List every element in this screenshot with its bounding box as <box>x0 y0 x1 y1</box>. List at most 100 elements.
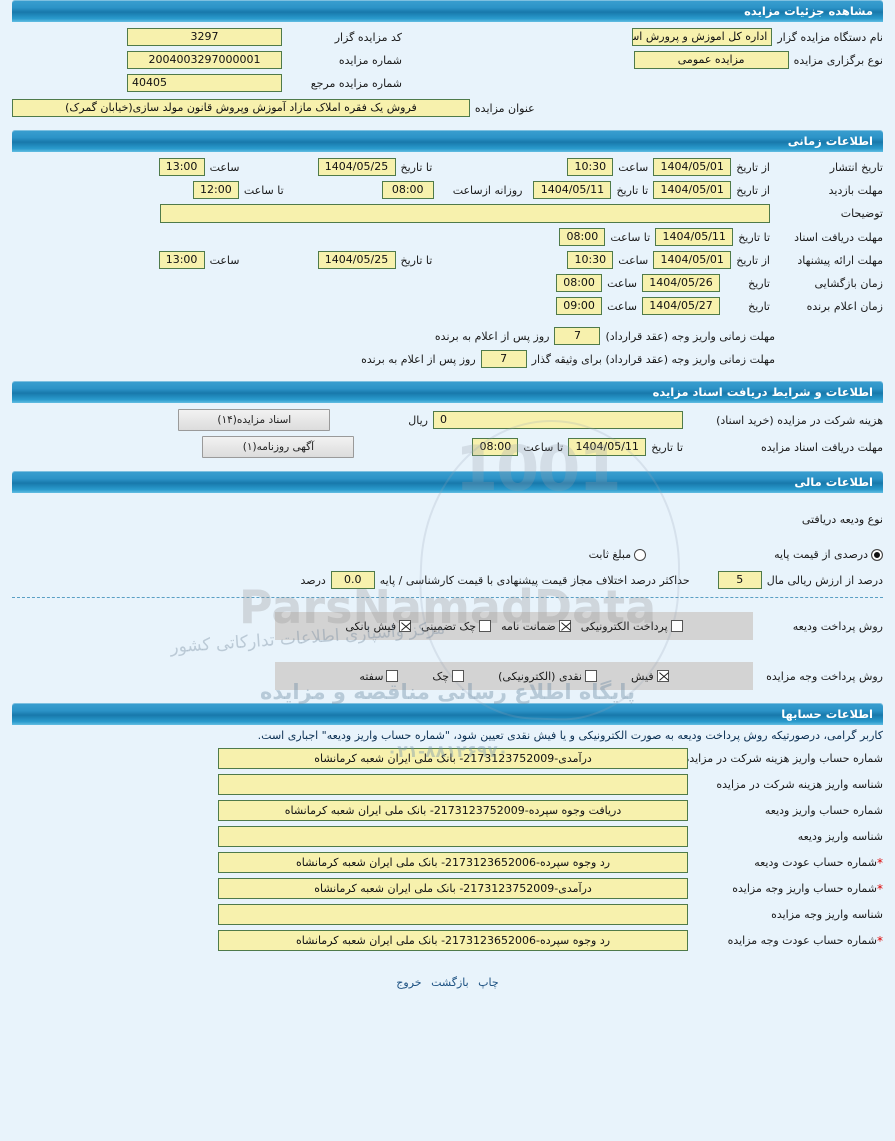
row-auctioneer-code: کد مزایده گزار 3297 <box>12 28 402 46</box>
checkbox-payment-check-icon[interactable] <box>452 670 465 682</box>
label-account-2: شماره حساب واریز ودیعه <box>764 804 883 817</box>
checkbox-deposit-electronic[interactable]: پرداخت الکترونیکی <box>581 620 683 633</box>
label-deposit-guaranteed-check: چک تضمینی <box>421 619 477 633</box>
label-auction-number: شماره مزایده <box>338 53 402 67</box>
radio-fixed-amount[interactable]: مبلغ ثابت <box>589 548 647 561</box>
row-auction-type: نوع برگزاری مزایده مزایده عمومی <box>453 51 883 69</box>
print-link[interactable]: چاپ <box>478 976 499 989</box>
section-header-financial: اطلاعات مالی <box>12 471 883 493</box>
exit-link[interactable]: خروج <box>396 976 422 989</box>
label-publish-date: تاریخ انتشار <box>829 160 883 174</box>
label-opening-time: زمان بازگشایی <box>814 276 884 290</box>
row-docs-receipt-deadline: مهلت دریافت اسناد مزایده تا تاریخ 1404/0… <box>12 436 883 458</box>
value-winner-date: 1404/05/27 <box>642 297 720 315</box>
checkbox-deposit-guaranteed-check-icon[interactable] <box>479 620 492 632</box>
label-docs-receipt-time: تا ساعت <box>523 440 564 454</box>
radio-fixed-amount-icon[interactable] <box>634 548 647 561</box>
row-reference-number: شماره مزایده مرجع 40405 <box>12 74 402 92</box>
value-publish-from-date: 1404/05/01 <box>653 158 732 176</box>
checkbox-payment-promissory-icon[interactable] <box>386 670 399 682</box>
newspaper-ad-button[interactable]: آگهی روزنامه(۱) <box>202 436 355 458</box>
label-deposit-method: روش پرداخت ودیعه <box>792 619 883 633</box>
value-visit-to-time: 12:00 <box>192 181 239 199</box>
label-docs-receipt-to: تا تاریخ <box>651 440 683 454</box>
row-participation-fee: هزینه شرکت در مزایده (خرید اسناد) 0 ریال… <box>12 409 883 431</box>
checkbox-deposit-guaranteed-check[interactable]: چک تضمینی <box>421 619 492 633</box>
label-publish-to-time: ساعت <box>209 160 240 174</box>
table-row: شماره حساب عودت ودیعه رد وجوه سپرده-2173… <box>12 852 883 873</box>
label-auction-type: نوع برگزاری مزایده <box>793 53 883 67</box>
label-offer-to: تا تاریخ <box>400 253 433 267</box>
value-publish-to-time: 13:00 <box>158 158 205 176</box>
value-payment-days-2: 7 <box>480 350 527 368</box>
value-visit-to-date: 1404/05/11 <box>533 181 612 199</box>
value-opening-hour: 08:00 <box>556 274 603 292</box>
checkbox-deposit-bank-receipt-icon[interactable] <box>399 620 412 632</box>
value-visit-daily-from: 08:00 <box>381 181 434 199</box>
label-publish-from: از تاریخ <box>736 160 770 174</box>
checkbox-payment-cash-icon[interactable] <box>584 670 597 682</box>
table-row: شناسه واریز وجه مزایده <box>12 904 883 925</box>
label-notes: توضیحات <box>840 207 883 220</box>
label-account-7: شماره حساب عودت وجه مزایده <box>693 934 883 948</box>
value-publish-to-date: 1404/05/25 <box>317 158 396 176</box>
label-percent-of-base: درصدی از قیمت پایه <box>774 548 868 561</box>
label-docs-deadline: مهلت دریافت اسناد <box>794 230 883 244</box>
section-body-details: نام دستگاه مزایده گزار اداره کل اموزش و … <box>0 22 895 130</box>
label-docs-to: تا تاریخ <box>738 230 770 244</box>
section-header-details: مشاهده جزئیات مزایده <box>12 0 883 22</box>
label-account-4: شماره حساب عودت ودیعه <box>693 856 883 870</box>
divider-dotted <box>12 597 883 598</box>
checkbox-deposit-guarantee[interactable]: ضمانت نامه <box>501 620 571 633</box>
label-percent-suffix: درصد <box>300 573 326 587</box>
auction-payment-methods-band: فیش نقدی (الکترونیکی) چک سفته <box>275 662 753 690</box>
label-account-0: شماره حساب واریز هزینه شرکت در مزایده <box>683 752 883 765</box>
value-visit-from-date: 1404/05/01 <box>653 181 732 199</box>
row-winner-announce: زمان اعلام برنده تاریخ 1404/05/27 ساعت 0… <box>12 297 883 315</box>
row-offer-deadline: مهلت ارائه پیشنهاد از تاریخ 1404/05/01 س… <box>12 251 883 269</box>
value-reference-number: 40405 <box>127 74 282 92</box>
table-row: شناسه واریز ودیعه <box>12 826 883 847</box>
row-docs-deadline: مهلت دریافت اسناد تا تاریخ 1404/05/11 تا… <box>12 228 883 246</box>
label-reference-number: شماره مزایده مرجع <box>310 76 402 90</box>
checkbox-payment-receipt[interactable]: فیش <box>631 670 669 683</box>
row-notes: توضیحات <box>12 204 883 223</box>
table-row: شماره حساب عودت وجه مزایده رد وجوه سپرده… <box>12 930 883 951</box>
deposit-methods-band: پرداخت الکترونیکی ضمانت نامه چک تضمینی ف… <box>275 612 753 640</box>
checkbox-deposit-guarantee-icon[interactable] <box>558 620 571 632</box>
back-link[interactable]: بازگشت <box>431 976 469 989</box>
section-header-documents: اطلاعات و شرایط دریافت اسناد مزایده <box>12 381 883 403</box>
auction-docs-button[interactable]: اسناد مزایده(۱۴) <box>178 409 331 431</box>
row-auction-number: شماره مزایده 2004003297000001 <box>12 51 402 69</box>
checkbox-deposit-electronic-icon[interactable] <box>670 620 683 632</box>
accounts-notice: کاربر گرامی، درصورتیکه روش پرداخت ودیعه … <box>257 729 883 742</box>
label-payment-check: چک <box>432 669 450 683</box>
label-currency: ریال <box>408 413 428 427</box>
row-auctioneer-name: نام دستگاه مزایده گزار اداره کل اموزش و … <box>453 28 883 46</box>
row-deposit-methods: روش پرداخت ودیعه پرداخت الکترونیکی ضمانت… <box>12 612 883 640</box>
radio-percent-of-base-icon[interactable] <box>871 548 883 561</box>
value-notes[interactable] <box>160 204 770 223</box>
checkbox-payment-receipt-icon[interactable] <box>656 670 669 682</box>
value-account-5: درآمدی-2173123752009- بانک ملی ایران شعب… <box>218 878 688 899</box>
section-body-documents: هزینه شرکت در مزایده (خرید اسناد) 0 ریال… <box>0 403 895 471</box>
row-payment-days-1: مهلت زمانی واریز وجه (عقد قرارداد) 7 روز… <box>12 327 883 345</box>
value-max-diff: 0.0 <box>330 571 375 589</box>
label-deposit-electronic: پرداخت الکترونیکی <box>580 619 668 633</box>
table-row: شماره حساب واریز وجه مزایده درآمدی-21731… <box>12 878 883 899</box>
value-auction-type: مزایده عمومی <box>633 51 789 69</box>
value-account-7: رد وجوه سپرده-2173123652006- بانک ملی ای… <box>218 930 688 951</box>
checkbox-payment-check[interactable]: چک <box>432 669 465 683</box>
radio-percent-of-base[interactable]: درصدی از قیمت پایه <box>774 548 883 561</box>
label-payment-receipt: فیش <box>630 669 654 683</box>
label-offer-time: ساعت <box>618 253 649 267</box>
value-account-3 <box>218 826 688 847</box>
checkbox-payment-cash[interactable]: نقدی (الکترونیکی) <box>498 670 597 683</box>
label-account-1: شناسه واریز هزینه شرکت در مزایده <box>716 778 883 791</box>
label-winner-hour: ساعت <box>607 299 637 313</box>
row-deposit-type: نوع ودیعه دریافتی <box>12 513 883 526</box>
checkbox-payment-promissory[interactable]: سفته <box>359 670 399 683</box>
checkbox-deposit-bank-receipt[interactable]: فیش بانکی <box>345 620 412 633</box>
value-docs-to-date: 1404/05/11 <box>655 228 734 246</box>
label-visit-from: از تاریخ <box>736 183 770 197</box>
